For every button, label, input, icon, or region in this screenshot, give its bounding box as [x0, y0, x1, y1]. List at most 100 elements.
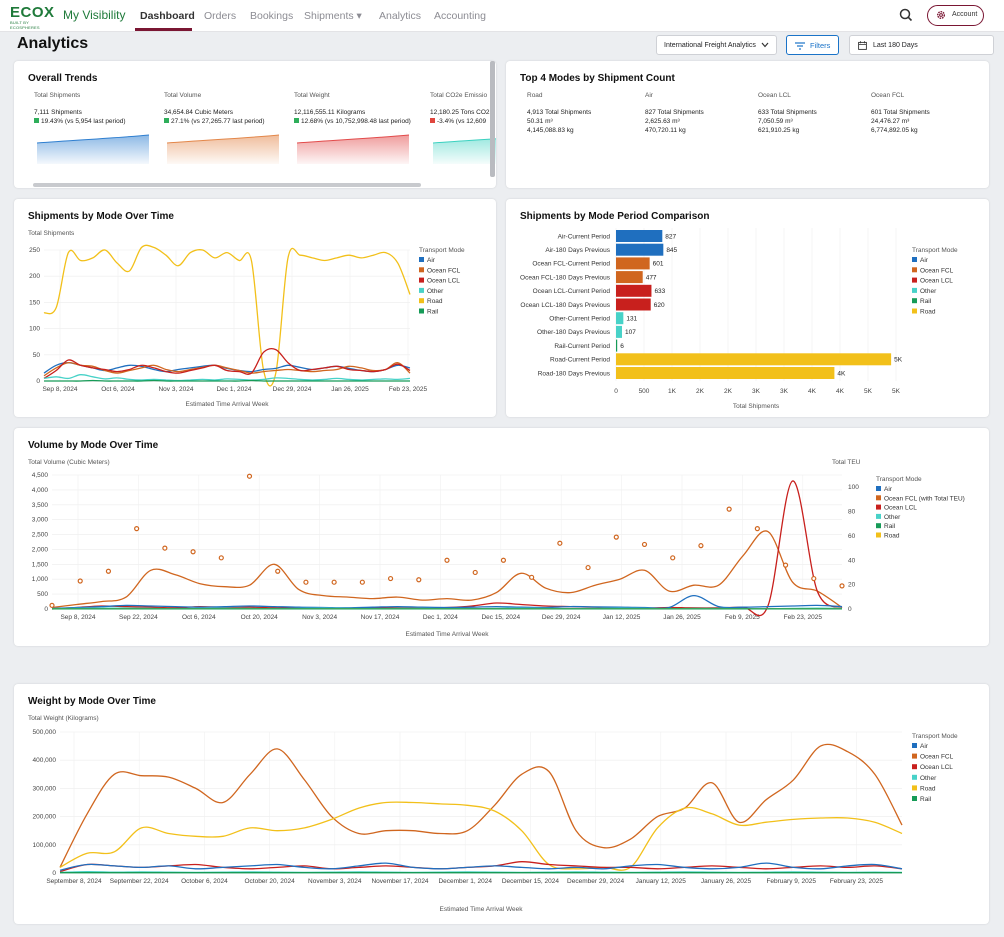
legend-item[interactable]: Rail — [920, 298, 932, 305]
legend-item[interactable]: Road — [920, 309, 936, 316]
legend-item[interactable]: Ocean LCL — [920, 764, 953, 771]
teu-point[interactable] — [49, 602, 55, 608]
legend-item[interactable]: Ocean LCL — [920, 278, 953, 285]
series-line-air[interactable] — [59, 862, 903, 871]
teu-point[interactable] — [218, 555, 224, 561]
legend-item[interactable]: Road — [427, 298, 443, 305]
teu-point[interactable] — [246, 473, 253, 479]
x-tick-label: October 6, 2024 — [181, 878, 228, 885]
bar[interactable] — [616, 284, 652, 297]
legend-item[interactable]: Ocean FCL — [920, 754, 954, 761]
teu-point[interactable] — [641, 541, 648, 548]
x-tick-label: 2K — [724, 388, 733, 395]
legend-item[interactable]: Ocean FCL — [920, 267, 954, 274]
mode-weight: 6,774,892.05 kg — [871, 127, 918, 134]
teu-point[interactable] — [275, 568, 281, 574]
legend-item[interactable]: Road — [920, 785, 936, 792]
teu-point[interactable] — [811, 575, 817, 582]
dashboard-select[interactable]: International Freight Analytics — [656, 35, 777, 55]
series-line-air[interactable] — [51, 594, 843, 610]
series-line-ocean-fcl[interactable] — [59, 743, 903, 868]
y-tick-label: 1,000 — [32, 576, 49, 583]
vertical-scrollbar[interactable] — [490, 61, 495, 177]
legend-item[interactable]: Road — [884, 533, 900, 540]
bar[interactable] — [616, 243, 664, 256]
legend-item[interactable]: Other — [884, 514, 901, 521]
series-line-road[interactable] — [43, 244, 411, 387]
horizontal-scrollbar[interactable] — [33, 183, 421, 187]
teu-point[interactable] — [387, 575, 394, 582]
teu-point[interactable] — [190, 549, 196, 555]
teu-point[interactable] — [77, 578, 83, 584]
legend-item[interactable]: Air — [920, 257, 929, 264]
bar[interactable] — [616, 325, 622, 338]
teu-point[interactable] — [754, 525, 760, 532]
nav-dashboard[interactable]: Dashboard — [140, 10, 195, 22]
bar-category-label: Ocean FCL-Current Period — [532, 261, 610, 268]
teu-point[interactable] — [839, 583, 845, 589]
legend-title: Transport Mode — [876, 476, 922, 483]
teu-point[interactable] — [331, 579, 337, 585]
series-line-ocean-fcl[interactable] — [43, 361, 411, 377]
nav-analytics[interactable]: Analytics — [379, 10, 422, 22]
nav-bookings[interactable]: Bookings — [250, 10, 294, 22]
bar[interactable] — [616, 367, 835, 379]
legend-item[interactable]: Ocean FCL — [427, 267, 461, 274]
legend-item[interactable]: Ocean FCL (with Total TEU) — [884, 495, 965, 502]
legend-item[interactable]: Ocean LCL — [427, 278, 460, 285]
legend-item[interactable]: Air — [884, 486, 893, 493]
teu-point[interactable] — [529, 574, 535, 580]
bar[interactable] — [616, 312, 624, 325]
teu-point[interactable] — [162, 545, 168, 551]
teu-point[interactable] — [303, 579, 309, 585]
teu-point[interactable] — [585, 564, 591, 571]
teu-point[interactable] — [105, 568, 112, 574]
bar[interactable] — [616, 339, 618, 352]
bar[interactable] — [616, 230, 663, 242]
legend-item[interactable]: Air — [920, 743, 929, 750]
nav-shipments[interactable]: Shipments ▾ — [304, 10, 362, 22]
legend-item[interactable]: Other — [427, 288, 444, 295]
teu-point[interactable] — [613, 534, 619, 540]
legend-item[interactable]: Rail — [884, 523, 896, 530]
legend-item[interactable]: Air — [427, 257, 436, 264]
date-range-button[interactable]: Last 180 Days — [849, 35, 994, 55]
legend-item[interactable]: Ocean LCL — [884, 505, 917, 512]
teu-point[interactable] — [500, 557, 507, 563]
y-tick-label: 150 — [29, 299, 40, 306]
bar[interactable] — [616, 271, 643, 284]
bar[interactable] — [616, 257, 650, 270]
bar[interactable] — [616, 298, 651, 311]
bar[interactable] — [616, 353, 892, 366]
legend-item[interactable]: Rail — [920, 796, 932, 803]
series-line-road[interactable] — [59, 801, 903, 871]
nav-accounting[interactable]: Accounting — [434, 10, 486, 22]
teu-point[interactable] — [698, 543, 704, 549]
teu-point[interactable] — [670, 555, 676, 561]
teu-point[interactable] — [134, 525, 140, 532]
legend-swatch — [419, 287, 424, 293]
x-tick-label: Oct 20, 2024 — [241, 614, 279, 621]
teu-point[interactable] — [472, 569, 478, 576]
series-line-rail[interactable] — [44, 379, 411, 382]
teu-point[interactable] — [359, 579, 365, 585]
teu-point[interactable] — [557, 540, 563, 546]
account-button[interactable]: Account — [927, 5, 984, 26]
logo[interactable]: ECOX BUILT BY ECOSPHERES — [10, 5, 58, 30]
teu-point[interactable] — [782, 562, 789, 568]
series-line-ocean-lcl[interactable] — [51, 480, 843, 617]
series-line-ocean-fcl[interactable] — [51, 530, 843, 609]
top-modes-title: Top 4 Modes by Shipment Count — [520, 73, 675, 84]
teu-point[interactable] — [444, 557, 450, 563]
teu-point[interactable] — [416, 577, 422, 583]
search-button[interactable] — [898, 7, 914, 23]
nav-orders[interactable]: Orders — [204, 10, 237, 22]
series-line-ocean-lcl[interactable] — [43, 347, 411, 379]
legend-item[interactable]: Rail — [427, 309, 439, 316]
teu-point[interactable] — [726, 506, 732, 512]
legend-item[interactable]: Other — [920, 775, 937, 782]
series-line-other[interactable] — [43, 374, 411, 382]
filters-button[interactable]: Filters — [786, 35, 839, 55]
legend-item[interactable]: Other — [920, 288, 937, 295]
sparkline-area — [297, 135, 409, 164]
